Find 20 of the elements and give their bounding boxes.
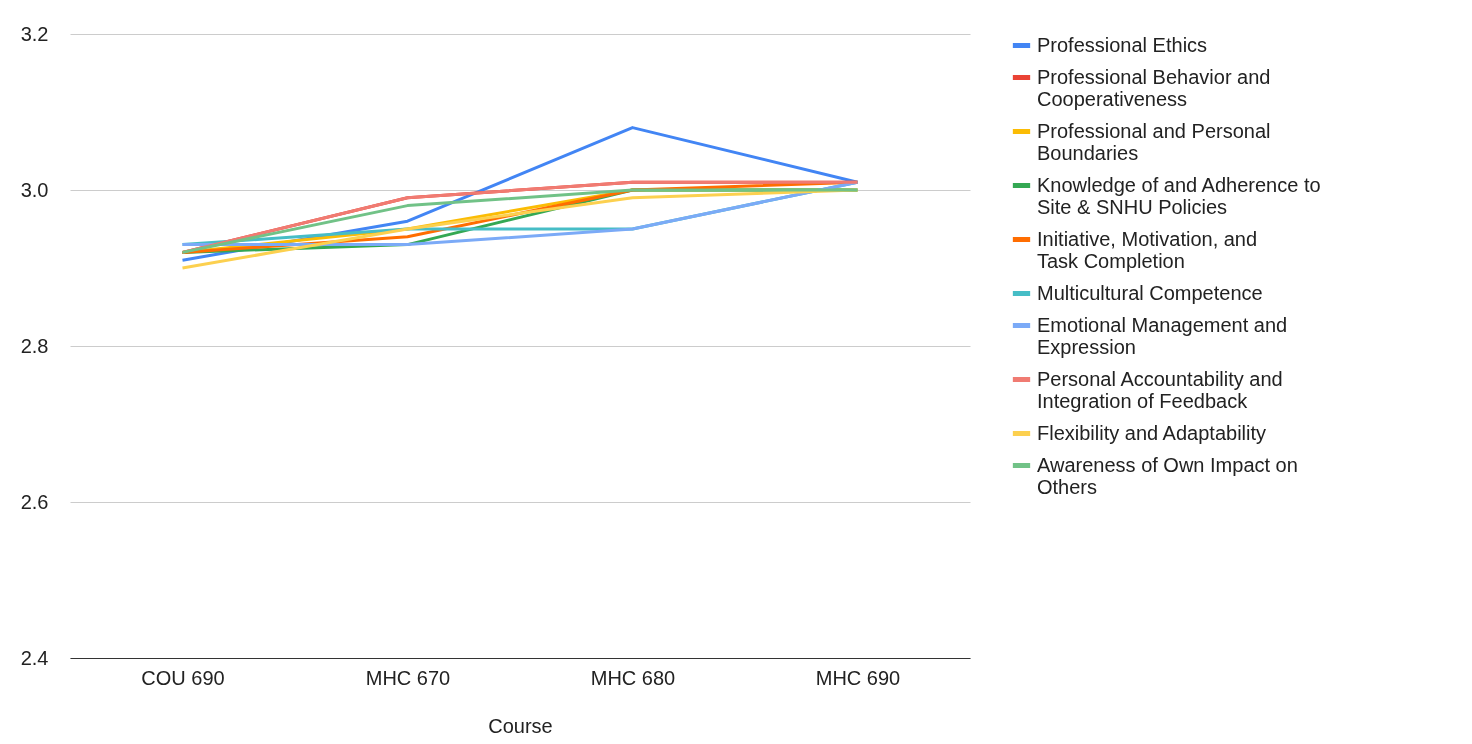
- legend-label: Emotional Management and Expression: [1037, 313, 1288, 358]
- x-tick-label: MHC 690: [815, 666, 901, 689]
- x-tick-label: MHC 680: [590, 666, 676, 689]
- legend-label: Flexibility and Adaptability: [1037, 421, 1267, 444]
- x-tick-label: MHC 670: [365, 666, 451, 689]
- legend-label: Personal Accountability and Integration of Feedback: [1037, 367, 1283, 412]
- x-axis-title: Course: [488, 714, 553, 737]
- y-tick-label: 3.2: [20, 22, 49, 45]
- x-tick-label: COU 690: [141, 666, 225, 689]
- legend-label: Knowledge of and Adherence to Site & SNHU Policies: [1037, 173, 1321, 218]
- y-tick-label: 2.4: [20, 646, 49, 669]
- y-tick-label: 2.8: [20, 334, 49, 357]
- y-tick-label: 3.0: [20, 178, 49, 201]
- legend-label: Professional Behavior and Cooperativeness: [1037, 65, 1271, 110]
- legend-label: Awareness of Own Impact on Others: [1037, 453, 1298, 498]
- legend-label: Professional Ethics: [1037, 33, 1208, 56]
- legend-label: Professional and Personal Boundaries: [1037, 119, 1271, 164]
- legend-label: Initiative, Motivation, and Task Completion: [1037, 227, 1258, 272]
- legend-label: Multicultural Competence: [1037, 281, 1263, 304]
- y-tick-label: 2.6: [20, 490, 49, 513]
